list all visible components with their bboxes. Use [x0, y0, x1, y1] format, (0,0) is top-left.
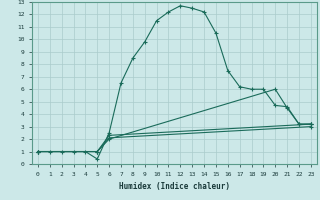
X-axis label: Humidex (Indice chaleur): Humidex (Indice chaleur)	[119, 182, 230, 191]
